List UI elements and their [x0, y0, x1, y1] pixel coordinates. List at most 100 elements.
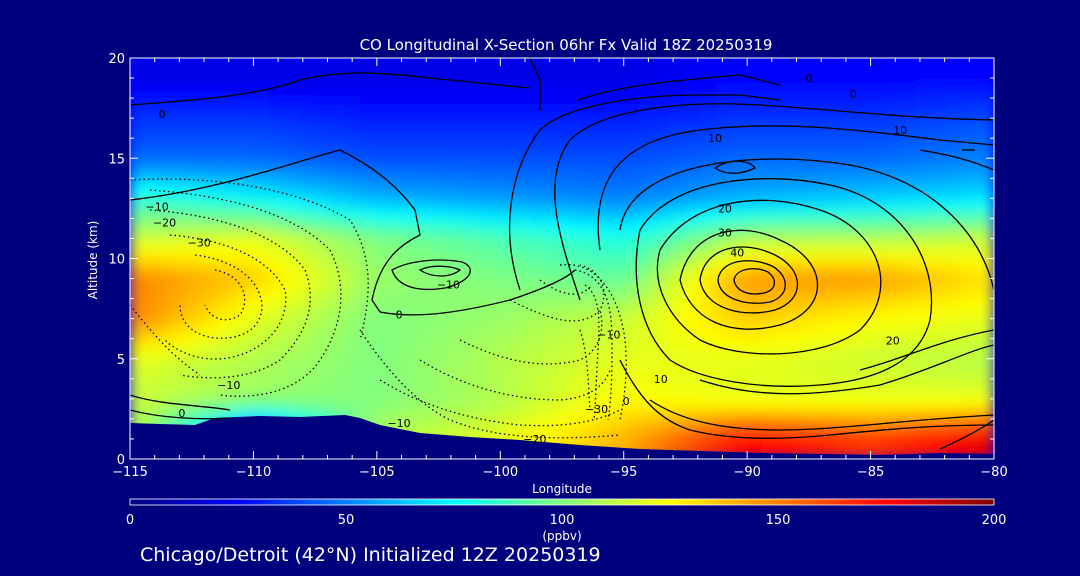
heat-cell — [762, 220, 779, 234]
heat-cell — [592, 395, 609, 410]
heat-cell — [360, 120, 378, 134]
heat-cell — [947, 95, 964, 109]
heat-cell — [391, 58, 409, 72]
heat-cell — [438, 295, 455, 310]
heat-cell — [345, 308, 362, 322]
heat-cell — [468, 232, 486, 247]
heat-cell — [731, 358, 748, 372]
heat-cell — [870, 120, 887, 134]
heat-cell — [762, 182, 779, 197]
heat-cell — [592, 170, 609, 184]
heat-cell — [453, 270, 470, 285]
heat-cell — [314, 283, 332, 297]
heat-cell — [576, 408, 594, 422]
heat-cell — [623, 320, 640, 335]
heat-cell — [839, 308, 856, 322]
heat-cell — [330, 170, 347, 184]
heat-cell — [468, 333, 486, 347]
heat-cell — [900, 283, 918, 297]
heat-cell — [130, 95, 146, 109]
heat-cell — [885, 58, 902, 72]
heat-cell — [854, 182, 872, 197]
heat-cell — [191, 270, 208, 285]
heat-cell — [191, 195, 208, 209]
heat-cell — [530, 182, 548, 197]
heat-cell — [654, 283, 671, 297]
heat-cell — [916, 308, 933, 322]
heat-cell — [252, 320, 270, 335]
heat-cell — [916, 232, 933, 247]
heat-cell — [792, 395, 810, 410]
heat-cell — [839, 358, 856, 372]
heat-cell — [130, 245, 146, 259]
heat-cell — [731, 232, 748, 247]
heat-cell — [978, 220, 994, 234]
heat-cell — [546, 270, 563, 285]
heat-cell — [792, 433, 810, 447]
heat-cell — [870, 132, 887, 147]
colorbar-tick-label: 150 — [766, 513, 791, 528]
heat-cell — [746, 157, 764, 172]
heat-cell — [638, 408, 656, 422]
heat-cell — [947, 395, 964, 410]
heat-cell — [561, 433, 578, 447]
heat-cell — [252, 120, 270, 134]
heat-cell — [422, 295, 440, 310]
heat-cell — [870, 333, 887, 347]
heat-cell — [345, 345, 362, 360]
heat-cell — [777, 420, 794, 435]
heat-cell — [376, 82, 393, 97]
contour-label: 10 — [1019, 289, 1033, 302]
heat-cell — [191, 295, 208, 310]
heat-cell — [314, 333, 332, 347]
heat-cell — [978, 420, 994, 435]
heat-cell — [237, 220, 254, 234]
heat-cell — [808, 232, 825, 247]
heat-cell — [252, 58, 270, 72]
heat-cell — [252, 258, 270, 272]
heat-cell — [746, 132, 764, 147]
heat-cell — [268, 345, 285, 360]
heat-cell — [978, 182, 994, 197]
heat-cell — [484, 207, 501, 222]
heat-cell — [130, 308, 146, 322]
heat-cell — [376, 220, 393, 234]
heat-cell — [607, 408, 625, 422]
heat-cell — [191, 170, 208, 184]
heat-cell — [623, 295, 640, 310]
heat-cell — [376, 295, 393, 310]
heat-cell — [777, 157, 794, 172]
heat-cell — [885, 345, 902, 360]
heat-cell — [777, 207, 794, 222]
heat-cell — [407, 170, 424, 184]
heat-cell — [777, 433, 794, 447]
heat-cell — [592, 82, 609, 97]
heat-cell — [268, 232, 285, 247]
heat-cell — [854, 157, 872, 172]
heat-cell — [654, 58, 671, 72]
heat-cell — [191, 82, 208, 97]
heat-cell — [130, 383, 146, 397]
heat-cell — [715, 220, 733, 234]
heat-cell — [314, 195, 332, 209]
heat-cell — [900, 308, 918, 322]
heat-cell — [499, 58, 517, 72]
heat-cell — [438, 145, 455, 159]
heat-cell — [654, 70, 671, 84]
heat-cell — [762, 107, 779, 122]
heat-cell — [854, 58, 872, 72]
heat-cell — [530, 383, 548, 397]
heat-cell — [268, 82, 285, 97]
heat-cell — [299, 182, 316, 197]
heat-cell — [623, 245, 640, 259]
heat-cell — [808, 95, 825, 109]
heat-cell — [438, 132, 455, 147]
heat-cell — [160, 182, 177, 197]
heat-cell — [144, 383, 162, 397]
heat-cell — [916, 270, 933, 285]
heat-cell — [330, 195, 347, 209]
heat-cell — [175, 308, 193, 322]
heat-cell — [468, 283, 486, 297]
contour-label: 10 — [893, 124, 907, 137]
heat-cell — [700, 408, 717, 422]
